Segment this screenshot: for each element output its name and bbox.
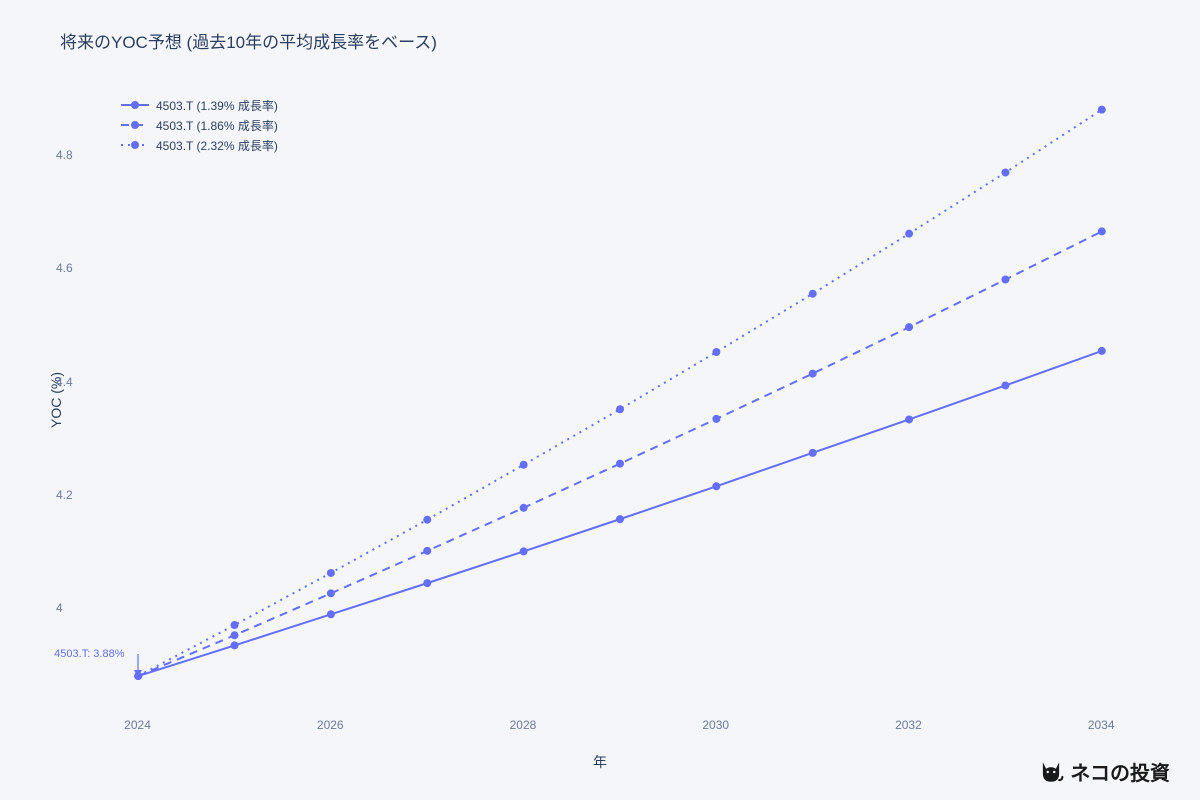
- legend-label: 4503.T (1.86% 成長率): [156, 117, 278, 134]
- y-tick-label: 4.6: [56, 261, 73, 275]
- chart-title: 将来のYOC予想 (過去10年の平均成長率をベース): [60, 28, 437, 53]
- y-tick-label: 4: [56, 601, 63, 615]
- series-marker: [905, 323, 913, 331]
- series-line-0: [138, 351, 1102, 676]
- x-tick-label: 2032: [895, 718, 922, 732]
- cat-icon: [1038, 759, 1064, 785]
- legend: 4503.T (1.39% 成長率) 4503.T (1.86% 成長率) 4503…: [120, 95, 278, 155]
- watermark-text: ネコの投資: [1070, 757, 1170, 786]
- series-marker: [1001, 169, 1009, 177]
- legend-swatch: [120, 118, 150, 132]
- legend-item[interactable]: 4503.T (1.86% 成長率): [120, 115, 278, 135]
- series-marker: [616, 460, 624, 468]
- series-line-1: [138, 231, 1102, 676]
- series-marker: [423, 516, 431, 524]
- y-tick-label: 4.8: [56, 148, 73, 162]
- series-marker: [905, 230, 913, 238]
- series-marker: [231, 641, 239, 649]
- x-tick-label: 2026: [317, 718, 344, 732]
- legend-swatch: [120, 138, 150, 152]
- x-tick-label: 2034: [1088, 718, 1115, 732]
- series-marker: [712, 348, 720, 356]
- series-marker: [1098, 227, 1106, 235]
- series-marker: [1098, 106, 1106, 114]
- annotation-text: 4503.T: 3.88%: [54, 648, 124, 660]
- series-marker: [327, 610, 335, 618]
- series-marker: [905, 415, 913, 423]
- x-tick-label: 2028: [510, 718, 537, 732]
- series-marker: [520, 461, 528, 469]
- watermark: ネコの投資: [1038, 757, 1170, 786]
- legend-swatch: [120, 98, 150, 112]
- series-marker: [712, 415, 720, 423]
- series-marker: [231, 631, 239, 639]
- series-marker: [231, 621, 239, 629]
- series-marker: [327, 569, 335, 577]
- series-marker: [327, 589, 335, 597]
- series-marker: [712, 482, 720, 490]
- series-marker: [809, 290, 817, 298]
- legend-item[interactable]: 4503.T (2.32% 成長率): [120, 135, 278, 155]
- x-tick-label: 2030: [702, 718, 729, 732]
- y-tick-label: 4.4: [56, 375, 73, 389]
- chart-plot: [90, 70, 1150, 710]
- series-marker: [423, 547, 431, 555]
- x-axis-label: 年: [593, 752, 607, 772]
- series-line-2: [138, 110, 1102, 676]
- legend-label: 4503.T (1.39% 成長率): [156, 97, 278, 114]
- x-tick-label: 2024: [124, 718, 151, 732]
- series-marker: [809, 370, 817, 378]
- series-marker: [1001, 276, 1009, 284]
- series-marker: [616, 405, 624, 413]
- start-annotation: 4503.T: 3.88%: [54, 648, 124, 660]
- legend-item[interactable]: 4503.T (1.39% 成長率): [120, 95, 278, 115]
- series-marker: [423, 579, 431, 587]
- series-marker: [520, 504, 528, 512]
- series-marker: [1001, 381, 1009, 389]
- series-marker: [616, 515, 624, 523]
- series-marker: [809, 449, 817, 457]
- series-marker: [520, 547, 528, 555]
- series-marker: [1098, 347, 1106, 355]
- legend-label: 4503.T (2.32% 成長率): [156, 137, 278, 154]
- annotation-arrow: [130, 652, 146, 685]
- y-tick-label: 4.2: [56, 488, 73, 502]
